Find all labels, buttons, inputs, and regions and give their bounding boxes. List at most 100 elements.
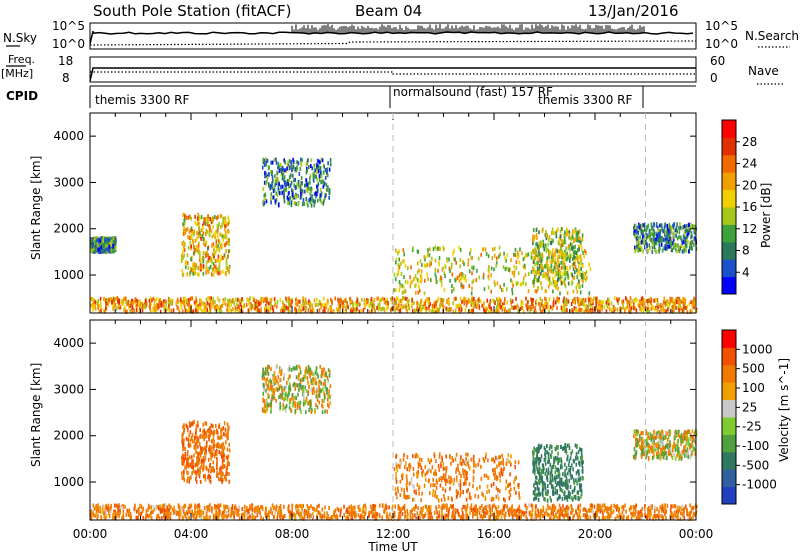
echo-cell xyxy=(653,233,656,238)
echo-cell xyxy=(678,230,681,235)
echo-cell xyxy=(267,512,270,517)
echo-cell xyxy=(205,240,208,245)
echo-cell xyxy=(252,515,255,520)
echo-cell xyxy=(624,503,626,508)
echo-cell xyxy=(281,190,283,195)
echo-cell xyxy=(417,506,419,511)
echo-cell xyxy=(112,306,115,311)
echo-cell xyxy=(302,503,304,508)
echo-cell xyxy=(536,254,539,259)
echo-cell xyxy=(557,258,559,263)
echo-cell xyxy=(502,508,504,513)
echo-cell xyxy=(446,299,448,303)
echo-cell xyxy=(521,282,523,287)
echo-cell xyxy=(380,307,382,312)
echo-cell xyxy=(358,504,361,509)
echo-cell xyxy=(513,269,516,274)
echo-cell xyxy=(540,309,542,314)
echo-cell xyxy=(372,512,375,517)
echo-cell xyxy=(559,249,561,254)
echo-cell xyxy=(681,504,683,509)
echo-cell xyxy=(428,253,431,258)
echo-cell xyxy=(376,305,378,310)
echo-cell xyxy=(692,238,695,243)
echo-cell xyxy=(219,214,222,219)
echo-cell xyxy=(537,244,539,249)
echo-cell xyxy=(194,248,196,253)
echo-cell xyxy=(455,296,457,301)
nsearch-label: N.Search xyxy=(745,29,799,43)
echo-cell xyxy=(438,260,440,265)
echo-cell xyxy=(199,298,201,303)
echo-cell xyxy=(222,269,224,274)
echo-cell xyxy=(115,516,117,521)
echo-cell xyxy=(642,305,645,310)
echo-cell xyxy=(522,257,525,262)
echo-cell xyxy=(417,290,420,295)
echo-cell xyxy=(454,278,457,283)
echo-cell xyxy=(509,298,512,303)
echo-cell xyxy=(416,300,418,305)
echo-cell xyxy=(682,239,685,244)
echo-cell xyxy=(156,516,158,521)
echo-cell xyxy=(633,225,635,230)
echo-cell xyxy=(439,246,441,251)
echo-cell xyxy=(688,302,691,306)
echo-cell xyxy=(385,514,388,519)
echo-cell xyxy=(651,242,654,247)
echo-cell xyxy=(564,252,566,257)
echo-cell xyxy=(206,229,209,234)
echo-cell xyxy=(293,178,295,183)
echo-cell xyxy=(211,268,214,273)
echo-cell xyxy=(215,264,217,269)
echo-cell xyxy=(578,261,580,266)
echo-cell xyxy=(283,158,285,163)
echo-cell xyxy=(378,299,381,303)
echo-cell xyxy=(678,301,680,306)
echo-cell xyxy=(305,197,308,201)
echo-cell xyxy=(97,509,99,514)
echo-cell xyxy=(213,245,215,250)
echo-cell xyxy=(517,506,520,511)
echo-cell xyxy=(296,302,299,307)
echo-cell xyxy=(114,248,117,252)
echo-cell xyxy=(214,514,217,519)
echo-cell xyxy=(670,236,673,241)
echo-cell xyxy=(275,198,278,202)
echo-cell xyxy=(316,170,318,174)
echo-cell xyxy=(578,514,581,519)
echo-cell xyxy=(183,223,185,228)
echo-cell xyxy=(191,512,194,517)
echo-cell xyxy=(453,515,456,520)
echo-cell xyxy=(394,513,396,518)
echo-cell xyxy=(571,257,574,261)
echo-cell xyxy=(642,301,644,306)
echo-cell xyxy=(112,246,115,251)
echo-cell xyxy=(263,158,266,163)
echo-cell xyxy=(610,504,613,509)
echo-cell xyxy=(545,247,548,252)
echo-cell xyxy=(190,226,193,231)
echo-cell xyxy=(299,515,302,520)
echo-cell xyxy=(198,272,200,277)
echo-cell xyxy=(538,241,541,246)
echo-cell xyxy=(695,309,698,314)
echo-cell xyxy=(215,268,217,273)
echo-cell xyxy=(307,308,310,313)
echo-cell xyxy=(452,506,455,511)
echo-cell xyxy=(410,265,412,270)
echo-cell xyxy=(411,298,413,303)
echo-cell xyxy=(150,510,153,514)
echo-cell xyxy=(649,233,651,238)
echo-cell xyxy=(280,511,283,516)
echo-cell xyxy=(675,225,678,230)
echo-cell xyxy=(118,298,120,303)
echo-cell xyxy=(415,276,418,281)
echo-cell xyxy=(584,249,586,254)
echo-cell xyxy=(446,506,448,511)
echo-cell xyxy=(558,272,561,277)
echo-cell xyxy=(104,309,106,314)
echo-cell xyxy=(675,305,677,310)
echo-cell xyxy=(480,513,483,518)
echo-cell xyxy=(316,184,318,189)
